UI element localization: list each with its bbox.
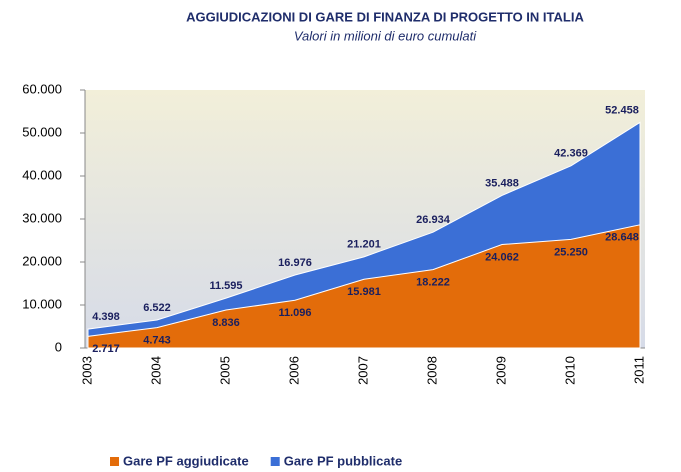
x-tick-label: 2011 <box>631 356 646 384</box>
y-tick-label: 10.000 <box>22 296 62 311</box>
chart-title: AGGIUDICAZIONI DI GARE DI FINANZA DI PRO… <box>186 9 584 24</box>
x-tick-label: 2007 <box>355 356 370 385</box>
x-tick-label: 2005 <box>217 356 232 385</box>
legend-swatch <box>110 457 119 466</box>
legend-label: Gare PF aggiudicate <box>123 453 249 468</box>
value-label: 26.934 <box>416 214 451 226</box>
legend-swatch <box>270 457 280 466</box>
value-label: 15.981 <box>347 286 381 298</box>
value-label: 42.369 <box>554 148 588 160</box>
x-tick-label: 2003 <box>79 356 94 385</box>
value-label: 25.250 <box>554 246 588 258</box>
value-label: 11.096 <box>278 307 311 319</box>
y-tick-label: 60.000 <box>22 81 62 96</box>
value-label: 4.398 <box>92 311 120 323</box>
value-label: 8.836 <box>212 317 240 329</box>
value-label: 11.595 <box>209 280 242 292</box>
value-label: 18.222 <box>416 277 450 289</box>
legend-label: Gare PF pubblicate <box>284 453 402 468</box>
legend: Gare PF aggiudicate Gare PF pubblicate <box>110 453 402 468</box>
value-label: 4.743 <box>143 335 171 347</box>
area <box>87 224 641 349</box>
value-label: 16.976 <box>278 257 312 269</box>
y-tick-label: 40.000 <box>22 167 62 182</box>
x-tick-label: 2008 <box>424 356 439 385</box>
value-label: 24.062 <box>485 251 519 263</box>
x-tick-label: 2004 <box>148 356 163 385</box>
value-label: 6.522 <box>143 302 171 314</box>
value-label: 28.648 <box>605 232 639 244</box>
y-tick-label: 0 <box>55 339 62 354</box>
value-label: 35.488 <box>485 177 519 189</box>
x-tick-label: 2006 <box>286 356 301 385</box>
y-tick-label: 30.000 <box>22 210 62 225</box>
value-label: 21.201 <box>347 239 381 251</box>
value-label: 2.717 <box>92 343 120 355</box>
value-label: 52.458 <box>605 104 639 116</box>
chart-subtitle: Valori in milioni di euro cumulati <box>294 28 477 43</box>
x-tick-label: 2010 <box>562 356 577 385</box>
y-tick-label: 20.000 <box>22 253 62 268</box>
x-tick-label: 2009 <box>493 356 508 385</box>
y-tick-label: 50.000 <box>22 124 62 139</box>
